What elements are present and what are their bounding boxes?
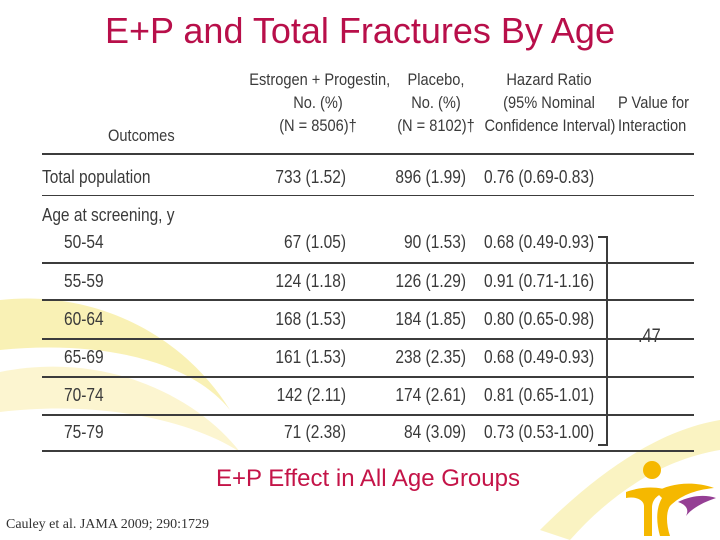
header-outcomes: Outcomes xyxy=(108,126,175,145)
table-header-rule xyxy=(42,153,694,155)
slide-caption: E+P Effect in All Age Groups xyxy=(216,465,520,492)
row-divider xyxy=(42,299,694,301)
interaction-p-value: .47 xyxy=(638,326,661,347)
figure-logo-icon xyxy=(626,461,716,536)
header-ep: Estrogen + Progestin, No. (%) (N = 8506)… xyxy=(249,70,391,135)
header-placebo: Placebo, No. (%) (N = 8102)† xyxy=(397,70,475,135)
row-divider xyxy=(42,262,694,264)
header-p-value: P Value for Interaction xyxy=(618,93,689,135)
row-divider xyxy=(42,338,694,340)
row-divider xyxy=(42,376,694,378)
citation: Cauley et al. JAMA 2009; 290:1729 xyxy=(6,517,209,532)
table-bottom-rule xyxy=(42,450,694,452)
age-section-label: Age at screening, y xyxy=(42,205,175,225)
row-divider xyxy=(42,195,694,196)
row-divider xyxy=(42,414,694,416)
slide-title: E+P and Total Fractures By Age xyxy=(105,10,615,51)
header-hazard-ratio: Hazard Ratio (95% Nominal Confidence Int… xyxy=(484,70,616,135)
age-group-bracket xyxy=(598,236,608,446)
fracture-table: Outcomes Estrogen + Progestin, No. (%) (… xyxy=(38,62,694,452)
